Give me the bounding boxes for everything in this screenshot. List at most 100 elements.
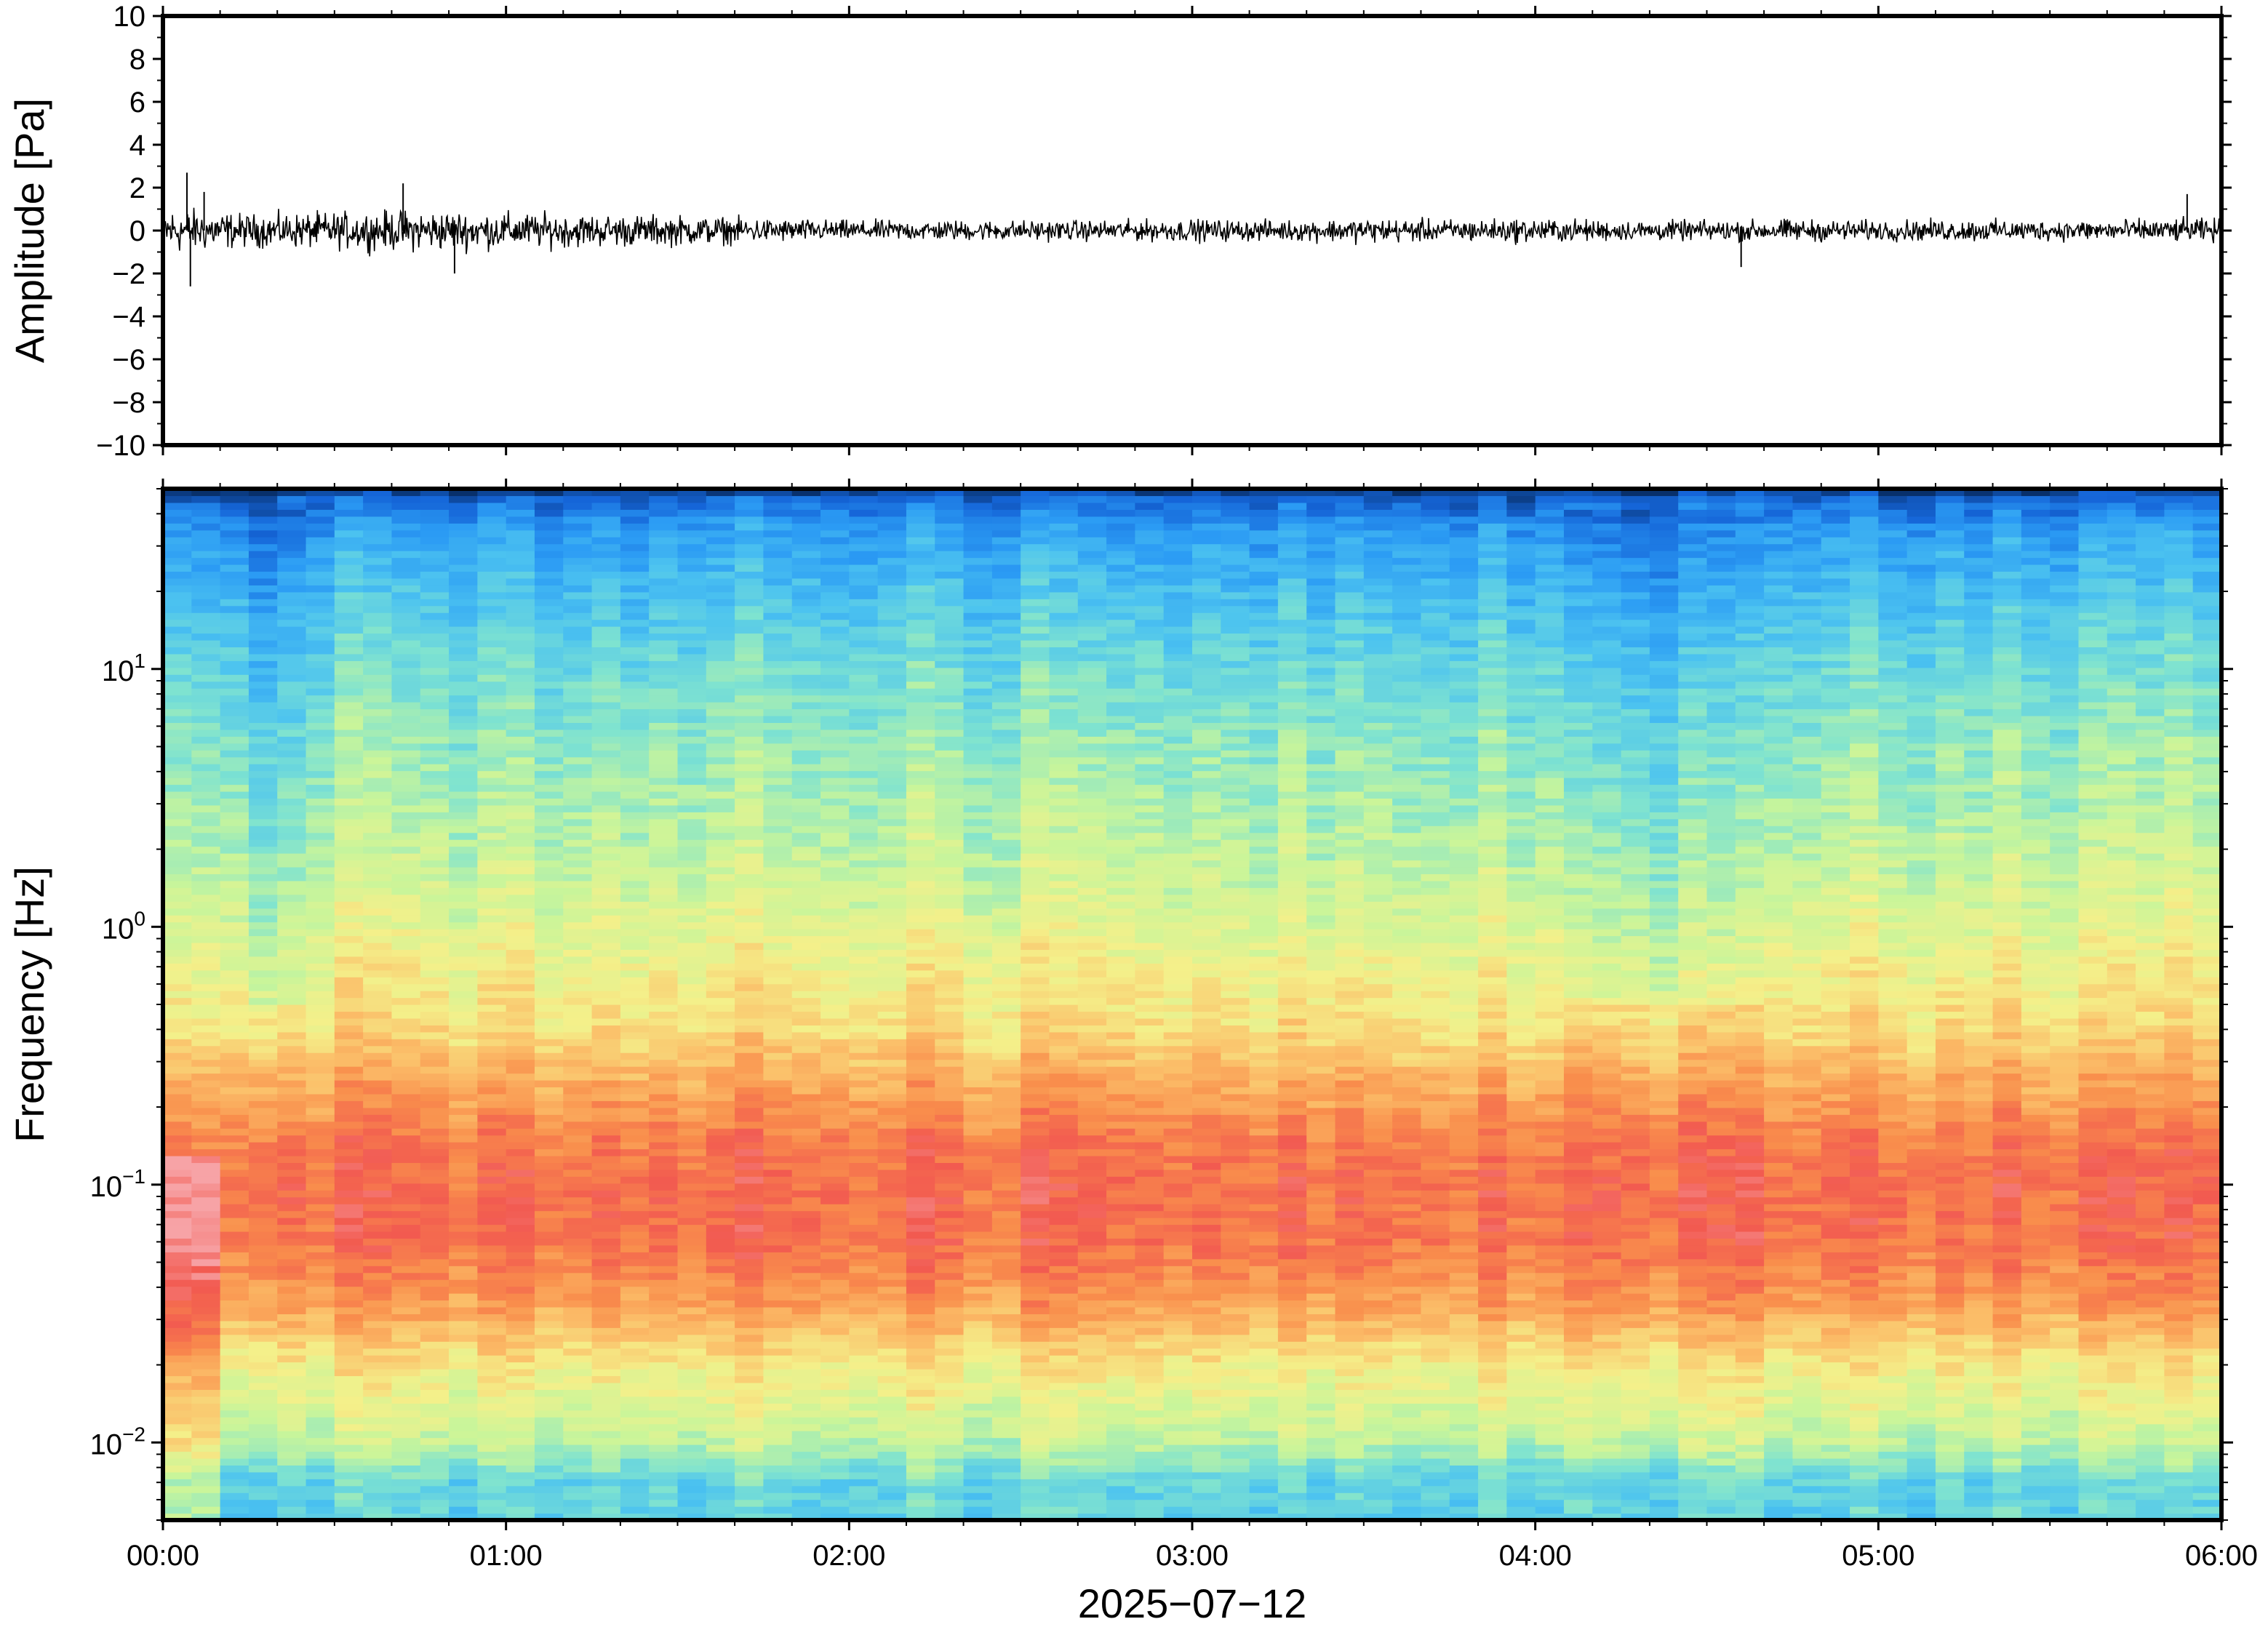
spectrogram-cell (563, 523, 592, 530)
spectrogram-cell (678, 640, 707, 647)
spectrogram-cell (335, 1293, 364, 1300)
spectrogram-cell (277, 599, 306, 606)
spectrogram-cell (477, 1438, 506, 1445)
spectrogram-cell (992, 956, 1021, 964)
spectrogram-cell (792, 867, 821, 874)
spectrogram-cell (220, 977, 249, 984)
spectrogram-cell (678, 1500, 707, 1507)
spectrogram-cell (163, 509, 192, 516)
spectrogram-cell (878, 1389, 907, 1396)
spectrogram-cell (506, 805, 535, 812)
spectrogram-cell (820, 1335, 850, 1342)
spectrogram-cell (249, 592, 278, 599)
spectrogram-cell (277, 1074, 306, 1081)
spectrogram-cell (992, 1444, 1021, 1452)
spectrogram-cell (649, 668, 678, 675)
spectrogram-cell (420, 516, 450, 524)
spectrogram-cell (563, 509, 592, 516)
spectrogram-cell (992, 819, 1021, 826)
spectrogram-cell (220, 674, 249, 681)
spectrogram-cell (706, 929, 735, 936)
spectrogram-cell (906, 1238, 935, 1245)
spectrogram-cell (1078, 1170, 1107, 1177)
spectrogram-cell (706, 537, 735, 544)
spectrogram-cell (1021, 1190, 1050, 1197)
spectrogram-cell (506, 530, 535, 537)
spectrogram-cell (935, 1279, 964, 1287)
spectrogram-cell (849, 1472, 878, 1479)
spectrogram-cell (649, 1500, 678, 1507)
spectrogram-cell (391, 674, 420, 681)
spectrogram-cell (592, 1183, 621, 1191)
spectrogram-cell (792, 1506, 821, 1514)
spectrogram-cell (849, 1465, 878, 1472)
spectrogram-cell (964, 606, 993, 613)
spectrogram-cell (477, 1266, 506, 1273)
spectrogram-cell (277, 853, 306, 860)
spectrogram-cell (306, 757, 335, 764)
spectrogram-cell (763, 764, 792, 771)
spectrogram-cell (620, 943, 650, 950)
spectrogram-cell (220, 1438, 249, 1445)
spectrogram-cell (506, 633, 535, 641)
spectrogram-cell (506, 1135, 535, 1143)
spectrogram-cell (820, 1266, 850, 1273)
spectrogram-cell (735, 1396, 764, 1404)
spectrogram-cell (849, 805, 878, 812)
spectrogram-cell (163, 1149, 192, 1156)
spectrogram-cell (420, 750, 450, 757)
spectrogram-cell (163, 716, 192, 723)
spectrogram-cell (249, 1362, 278, 1370)
spectrogram-cell (220, 963, 249, 970)
spectrogram-cell (335, 1451, 364, 1458)
spectrogram-cell (1021, 585, 1050, 592)
spectrogram-cell (391, 1307, 420, 1314)
spectrogram-cell (191, 1018, 220, 1026)
spectrogram-cell (1021, 812, 1050, 819)
spectrogram-cell (420, 612, 450, 620)
spectrogram-cell (163, 1341, 192, 1348)
spectrogram-cell (792, 1327, 821, 1335)
spectrogram-cell (820, 1087, 850, 1094)
spectrogram-cell (335, 998, 364, 1005)
spectrogram-cell (649, 1231, 678, 1239)
spectrogram-cell (792, 1335, 821, 1342)
spectrogram-cell (391, 1396, 420, 1404)
spectrogram-cell (649, 908, 678, 916)
spectrogram-cell (363, 1025, 392, 1032)
spectrogram-cell (335, 1238, 364, 1245)
spectrogram-cell (363, 1500, 392, 1507)
spectrogram-cell (191, 620, 220, 627)
spectrogram-cell (792, 1211, 821, 1218)
spectrogram-cell (592, 1438, 621, 1445)
spectrogram-cell (335, 853, 364, 860)
spectrogram-cell (735, 1108, 764, 1115)
spectrogram-cell (992, 736, 1021, 743)
spectrogram-cell (992, 1218, 1021, 1225)
spectrogram-cell (449, 984, 478, 991)
spectrogram-cell (563, 887, 592, 895)
spectrogram-cell (649, 839, 678, 847)
spectrogram-cell (220, 970, 249, 978)
spectrogram-cell (906, 847, 935, 854)
spectrogram-cell (277, 1465, 306, 1472)
spectrogram-cell (391, 695, 420, 703)
spectrogram-cell (592, 1348, 621, 1356)
spectrogram-cell (391, 1438, 420, 1445)
spectrogram-cell (477, 1142, 506, 1149)
spectrogram-cell (249, 1176, 278, 1183)
spectrogram-cell (220, 558, 249, 565)
spectrogram-cell (535, 1417, 564, 1424)
spectrogram-cell (191, 1266, 220, 1273)
spectrogram-cell (563, 1190, 592, 1197)
spectrogram-cell (477, 874, 506, 881)
spectrogram-cell (763, 887, 792, 895)
spectrogram-cell (649, 1293, 678, 1300)
spectrogram-cell (535, 1492, 564, 1500)
spectrogram-cell (477, 805, 506, 812)
spectrogram-cell (964, 750, 993, 757)
spectrogram-cell (449, 929, 478, 936)
spectrogram-cell (563, 1293, 592, 1300)
spectrogram-cell (563, 901, 592, 908)
spectrogram-cell (1021, 1204, 1050, 1211)
